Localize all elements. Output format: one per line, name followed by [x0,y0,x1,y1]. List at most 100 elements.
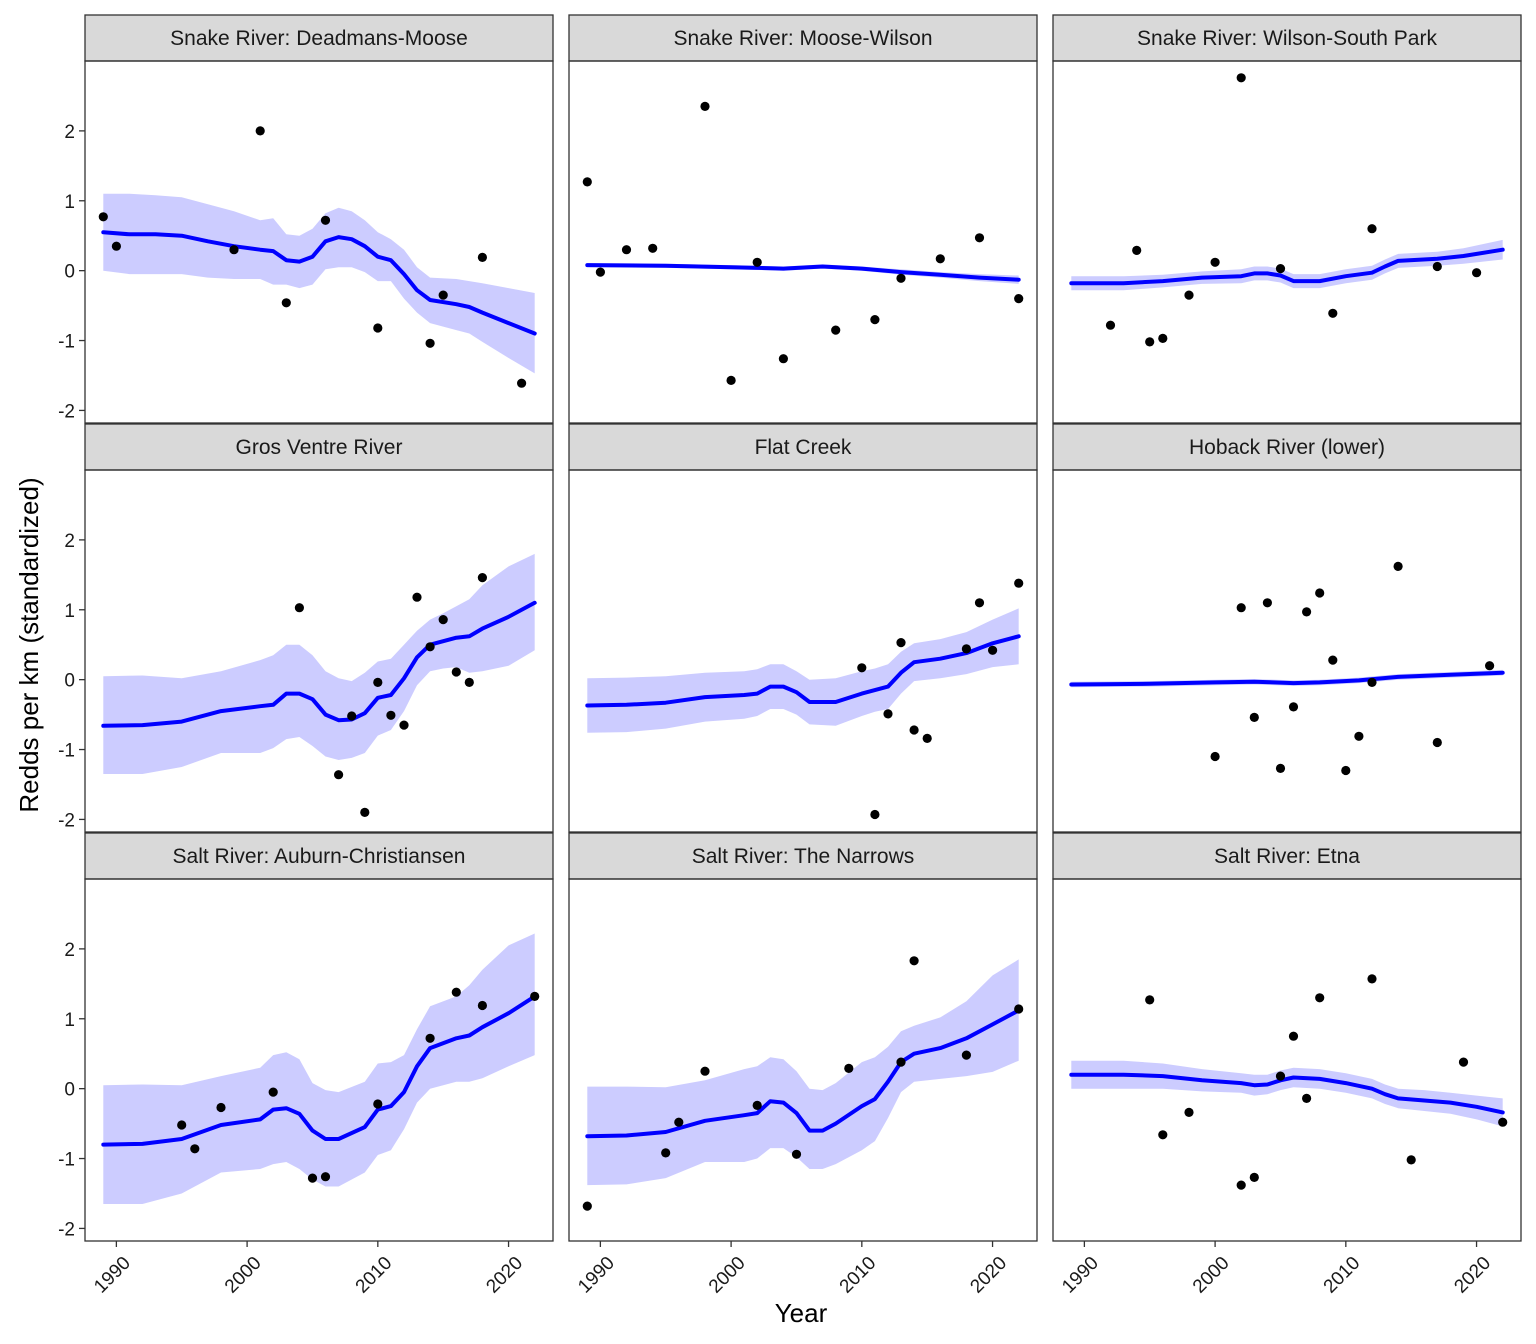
facet-panel: Flat Creek [568,423,1038,833]
data-point [1184,290,1194,300]
data-point [412,592,422,602]
data-point [1302,1093,1312,1103]
data-point [477,252,487,262]
data-point [517,378,527,388]
data-point [1432,261,1442,272]
smooth-trend-line [101,600,537,728]
data-point [477,1000,487,1011]
data-point [1105,320,1116,330]
smooth-trend-line [101,230,537,336]
data-point [700,1066,710,1076]
data-point [438,290,448,300]
plot-area [1069,73,1505,347]
data-point [1236,1180,1246,1190]
facet-strip [568,14,1038,62]
data-point [1014,294,1024,304]
data-point [1184,1107,1194,1117]
facet-panel: Snake River: Deadmans-Moose -2 -1 0 1 2 [58,14,554,424]
x-tick-label: 2000 [221,1253,266,1298]
data-point [98,212,108,222]
data-point [1367,677,1377,688]
data-point [1328,655,1338,665]
x-tick-label: 1990 [90,1253,135,1298]
facet-panel: Hoback River (lower) [1052,423,1522,833]
data-point [922,733,932,744]
y-tick-label: 2 [64,940,75,961]
facet-title: Snake River: Deadmans-Moose [170,27,468,50]
data-point [268,1087,278,1097]
facet-panel: Snake River: Moose-Wilson [568,14,1038,424]
data-point [229,245,239,255]
data-point [216,1102,226,1113]
data-point [451,667,461,677]
y-tick-label: 1 [64,1010,75,1031]
y-tick-label: -2 [58,401,75,422]
data-point [1014,1004,1024,1014]
data-point [1341,765,1351,776]
smooth-trend-line [585,634,1021,708]
data-point [1432,737,1442,748]
data-point [281,298,291,308]
data-point [1393,561,1403,572]
data-point [1210,257,1220,267]
y-tick-label: -2 [58,810,75,831]
facet-panel: Gros Ventre River -2 -1 0 1 2 [58,423,554,833]
data-point [883,709,893,719]
x-tick-label: 1990 [574,1253,619,1298]
data-point [347,711,357,721]
data-point [844,1063,854,1073]
y-tick-label: 0 [64,262,75,283]
panel-border [84,60,554,424]
smooth-trend-line [101,994,537,1147]
data-point [1014,578,1024,588]
smooth-trend-line [1069,247,1505,286]
data-point [988,645,998,655]
facet-title: Snake River: Moose-Wilson [673,27,932,50]
plot-area [101,933,540,1204]
data-point [1367,974,1377,984]
data-point [778,354,789,364]
data-point [791,1149,802,1159]
facet-title: Hoback River (lower) [1189,436,1385,459]
x-axis-title: Year [775,1298,828,1328]
y-tick-label: -2 [58,1219,75,1240]
facet-title: Salt River: The Narrows [692,845,915,868]
data-point [1315,993,1325,1003]
data-point [451,987,461,997]
panel-border [568,469,1038,833]
plot-area [98,126,537,388]
data-point [1315,588,1325,598]
data-point [255,126,265,136]
data-point [1236,603,1246,613]
data-point [1485,661,1495,671]
facet-panel: Salt River: Etna 1990 2000 2010 2020 [1052,832,1522,1298]
plot-area [582,101,1024,385]
data-point [1145,337,1155,347]
panel-border [568,878,1038,1242]
data-point [621,245,632,255]
data-point [334,770,344,780]
data-point [1249,712,1259,723]
plot-area [582,956,1024,1211]
panel-border [84,878,554,1242]
panel-border [1052,60,1522,424]
confidence-ribbon [103,933,535,1204]
y-axis-title: Redds per km (standardized) [14,477,44,812]
data-point [1354,731,1364,741]
data-point [752,257,762,267]
data-point [177,1120,187,1130]
data-point [360,807,370,818]
x-tick-label: 2000 [705,1253,750,1298]
y-tick-label: 1 [64,192,75,213]
confidence-ribbon [1071,239,1503,291]
smooth-trend-line [585,1008,1021,1139]
x-tick-label: 2020 [1450,1253,1495,1298]
data-point [111,241,121,251]
x-tick-label: 1990 [1058,1253,1103,1298]
x-tick-label: 2000 [1189,1253,1234,1298]
data-point [674,1117,684,1127]
plot-area [1069,974,1508,1190]
data-point [1288,1031,1299,1041]
data-point [909,956,919,966]
x-tick-label: 2020 [482,1253,527,1298]
